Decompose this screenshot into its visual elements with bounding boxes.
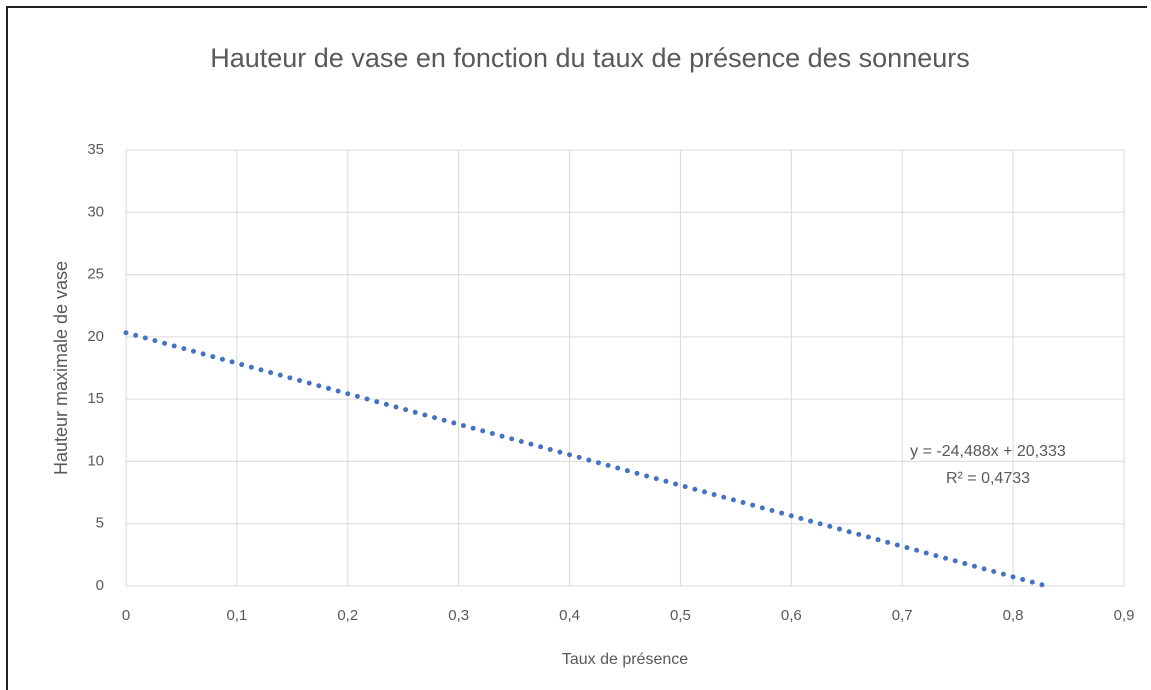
trendline-annotation: R² = 0,4733 [946, 470, 1030, 487]
x-tick-label: 0,5 [670, 607, 691, 624]
x-axis-label: Taux de présence [562, 651, 688, 668]
x-tick-label: 0,9 [1114, 607, 1135, 624]
x-tick-label: 0,2 [337, 607, 358, 624]
y-tick-label: 20 [87, 328, 104, 345]
x-tick-label: 0,1 [226, 607, 247, 624]
x-tick-label: 0,7 [892, 607, 913, 624]
y-tick-label: 10 [87, 452, 104, 469]
x-tick-label: 0,8 [1003, 607, 1024, 624]
y-tick-label: 5 [96, 515, 104, 532]
y-tick-label: 0 [96, 577, 104, 594]
trendline [123, 330, 1049, 589]
chart-frame [6, 6, 1147, 690]
y-tick-label: 25 [87, 266, 104, 283]
x-tick-label: 0,3 [448, 607, 469, 624]
trendline-annotation: y = -24,488x + 20,333 [910, 443, 1066, 460]
chart-title: Hauteur de vase en fonction du taux de p… [210, 43, 970, 73]
x-tick-label: 0,6 [781, 607, 802, 624]
y-axis-label: Hauteur maximale de vase [51, 261, 71, 475]
x-tick-label: 0 [122, 607, 130, 624]
y-tick-label: 35 [87, 141, 104, 158]
x-tick-label: 0,4 [559, 607, 580, 624]
y-tick-label: 30 [87, 203, 104, 220]
y-tick-label: 15 [87, 390, 104, 407]
